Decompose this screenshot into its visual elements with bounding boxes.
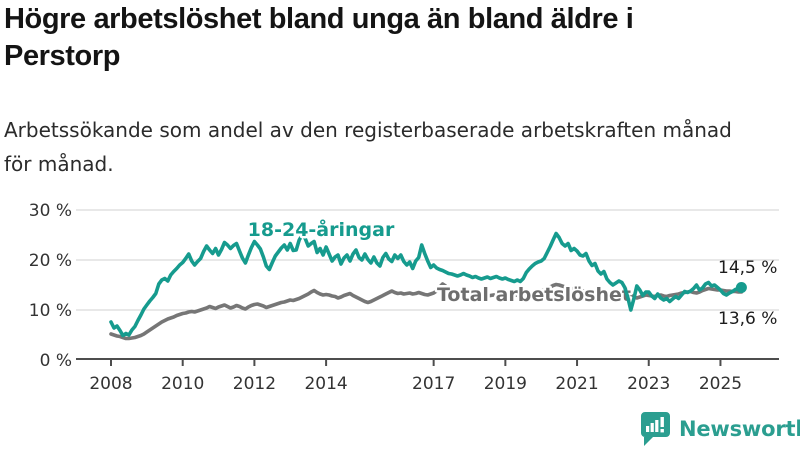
end-value-label-young: 14,5 % <box>718 258 777 278</box>
end-value-label-total: 13,6 % <box>718 309 777 329</box>
series-label-total: Total arbetslöshet <box>437 284 631 306</box>
x-tick-label: 2010 <box>161 374 204 394</box>
subtitle-line-1: Arbetssökande som andel av den registerb… <box>4 118 732 142</box>
x-tick-label: 2023 <box>627 374 670 394</box>
title-line-2: Perstorp <box>4 40 121 72</box>
x-tick-label: 2017 <box>412 374 455 394</box>
newsworthy-wordmark: Newsworthy <box>679 417 800 441</box>
x-tick-label: 2021 <box>555 374 598 394</box>
y-tick-label: 0 % <box>40 351 72 371</box>
x-tick-label: 2014 <box>304 374 347 394</box>
series-end-dot <box>735 282 747 293</box>
x-tick-label: 2019 <box>484 374 527 394</box>
page-title: Högre arbetslöshet bland unga än bland ä… <box>4 1 796 75</box>
y-tick-label: 20 % <box>29 251 72 271</box>
newsworthy-icon <box>641 412 670 446</box>
x-tick-label: 2025 <box>699 374 742 394</box>
chart-subtitle: Arbetssökande som andel av den registerb… <box>4 113 796 181</box>
x-tick-label: 2012 <box>233 374 276 394</box>
series-label-young: 18-24-åringar <box>248 217 395 241</box>
series-line-young <box>109 231 744 338</box>
newsworthy-logo[interactable]: Newsworthy <box>639 411 800 447</box>
subtitle-line-2: för månad. <box>4 152 114 176</box>
series-line-total <box>109 282 744 341</box>
x-tick-label: 2008 <box>89 374 132 394</box>
axis-layer: 0 % 10 % 20 % 30 % 2008 2010 2012 2014 2017 2019 2… <box>29 201 779 394</box>
total-series-layer <box>109 282 744 341</box>
y-tick-label: 10 % <box>29 301 72 321</box>
y-tick-label: 30 % <box>29 201 72 221</box>
title-line-1: Högre arbetslöshet bland unga än bland ä… <box>4 3 634 35</box>
unemployment-line-chart: Total arbetslöshet 18-24-åringar 0 % 10 %… <box>29 201 779 394</box>
young-series-layer <box>109 231 747 338</box>
